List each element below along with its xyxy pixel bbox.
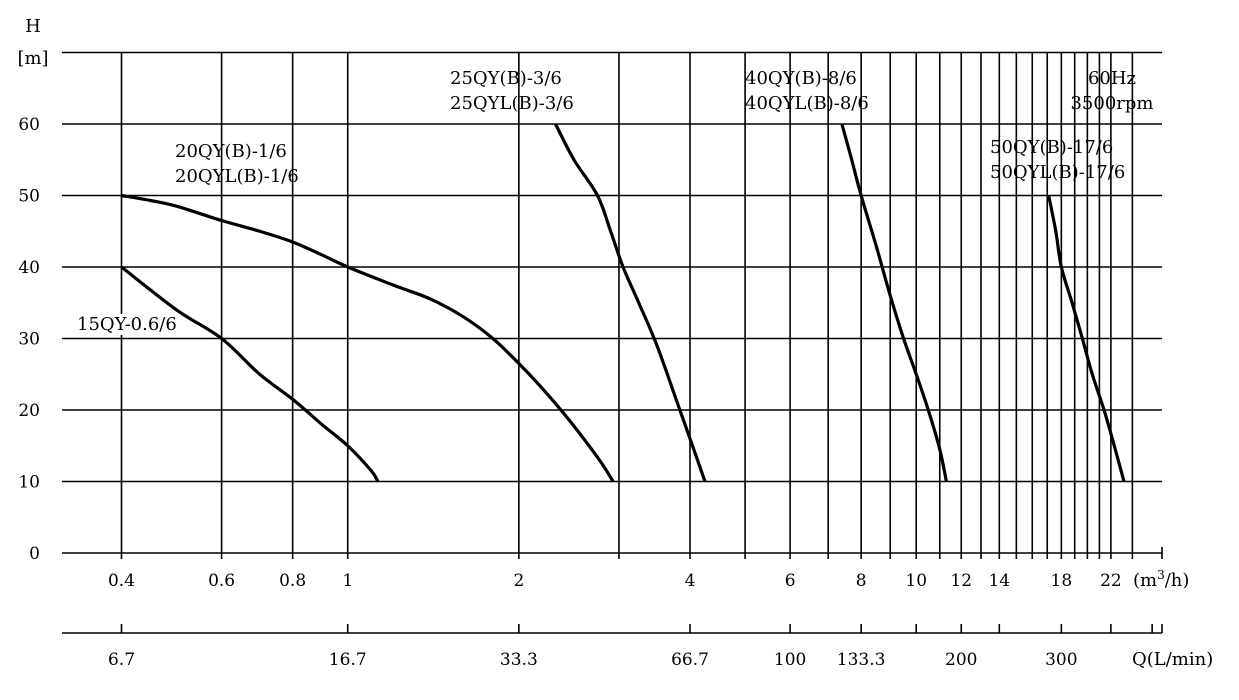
- x-unit-prefix: (m: [1133, 570, 1157, 591]
- x-tick-label: 4: [685, 571, 696, 591]
- label-layer: H [m] 60Hz 3500rpm 15QY-0.6/6 20QY(B)-1/…: [17, 16, 1213, 670]
- x-tick-label: 1: [342, 571, 353, 591]
- x-tick-label: 0.8: [279, 571, 306, 591]
- x-tick-label: 6: [785, 571, 796, 591]
- x-unit-sup: 3: [1157, 568, 1165, 582]
- x-tick-label: 2: [513, 571, 524, 591]
- x-axis-unit-lmin: Q(L/min): [1132, 649, 1213, 670]
- y-axis-title: H: [25, 16, 41, 37]
- series-curve-2: [554, 123, 707, 483]
- y-tick-label: 60: [18, 115, 40, 135]
- x-tick-label: 18: [1051, 571, 1073, 591]
- grid-layer: [62, 51, 1163, 634]
- x-tick-label: 10: [905, 571, 927, 591]
- secondary-tick-label: 133.3: [837, 650, 886, 670]
- series-label-40qyl: 40QYL(B)-8/6: [745, 93, 869, 114]
- series-label-background: [75, 314, 179, 335]
- secondary-tick-label: 6.7: [108, 650, 135, 670]
- x-unit-suffix: /h): [1165, 570, 1190, 591]
- secondary-tick-label: 300: [1045, 650, 1077, 670]
- series-label-40qy: 40QY(B)-8/6: [745, 68, 857, 89]
- y-tick-label: 10: [18, 473, 40, 493]
- x-tick-label: 0.4: [108, 571, 135, 591]
- annotation-frequency: 60Hz: [1088, 68, 1136, 89]
- secondary-tick-label: 100: [774, 650, 806, 670]
- x-tick-label: 14: [988, 571, 1010, 591]
- series-label-25qyl: 25QYL(B)-3/6: [450, 93, 574, 114]
- curve-layer: [120, 123, 1126, 483]
- x-tick-label: 8: [856, 571, 867, 591]
- series-label-15qy: 15QY-0.6/6: [77, 314, 177, 335]
- series-label-20qyl: 20QYL(B)-1/6: [175, 166, 299, 187]
- y-tick-label: 50: [18, 187, 40, 207]
- series-curve-1: [121, 193, 615, 483]
- x-tick-label: 12: [950, 571, 972, 591]
- secondary-tick-label: 33.3: [500, 650, 538, 670]
- annotation-speed: 3500rpm: [1070, 93, 1153, 114]
- secondary-tick-label: 66.7: [671, 650, 709, 670]
- x-axis-unit-m3h: (m3/h): [1133, 568, 1189, 591]
- y-tick-label: 30: [18, 330, 40, 350]
- secondary-tick-label: 16.7: [329, 650, 367, 670]
- y-axis-unit: [m]: [17, 48, 48, 69]
- series-curve-0: [120, 265, 380, 483]
- x-tick-label: 0.6: [208, 571, 235, 591]
- series-label-20qy: 20QY(B)-1/6: [175, 141, 287, 162]
- series-label-25qy: 25QY(B)-3/6: [450, 68, 562, 89]
- x-tick-label: 22: [1100, 571, 1122, 591]
- y-tick-label: 40: [18, 258, 40, 278]
- y-tick-label: 0: [29, 544, 40, 564]
- series-label-50qyl: 50QYL(B)-17/6: [990, 162, 1125, 183]
- secondary-tick-label: 200: [945, 650, 977, 670]
- series-curve-4: [1047, 195, 1126, 482]
- y-tick-label: 20: [18, 401, 40, 421]
- series-label-50qy: 50QY(B)-17/6: [990, 137, 1113, 158]
- series-curve-3: [840, 123, 948, 482]
